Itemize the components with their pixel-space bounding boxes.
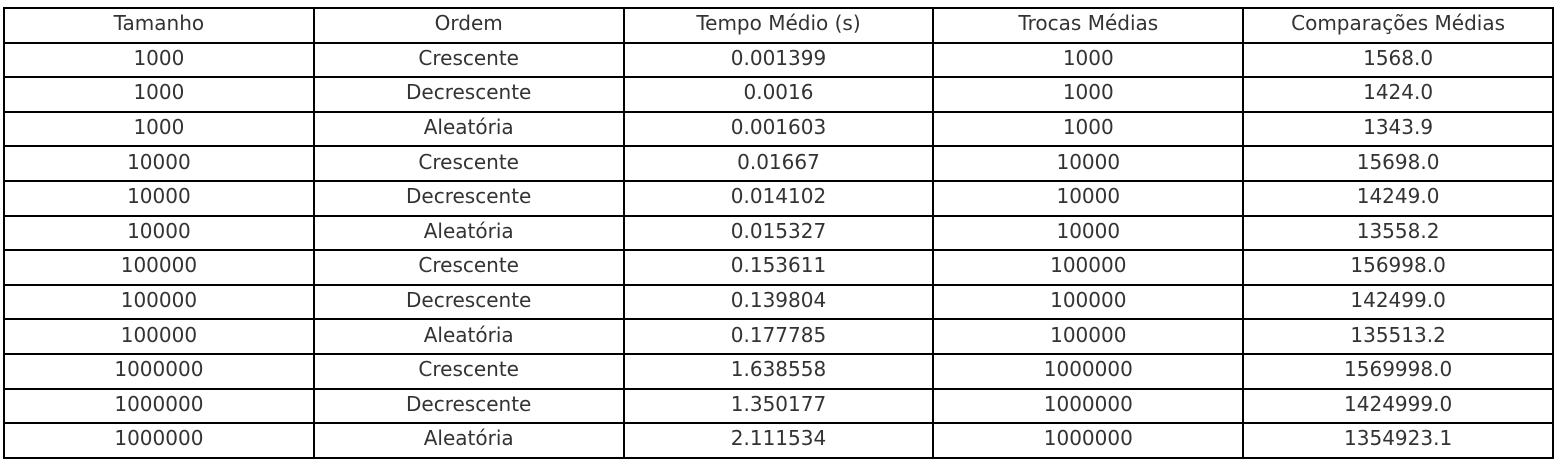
table-cell: 0.015327 (622, 214, 935, 252)
table-cell: 1000 (3, 76, 315, 113)
table-cell: 13558.2 (1242, 214, 1554, 252)
table-cell: 1424999.0 (1242, 387, 1554, 425)
table-cell: 142499.0 (1242, 283, 1554, 321)
table-cell: 100000 (932, 318, 1245, 355)
table-cell: 0.153611 (622, 249, 935, 286)
header-row: Tamanho Ordem Tempo Médio (s) Trocas Médias… (3, 7, 1554, 44)
table-cell: 1000000 (3, 352, 315, 390)
table-cell: 156998.0 (1242, 249, 1554, 286)
table-body: 1000 Crescente 0.001399 1000 1568.0 1000 Decre… (3, 41, 1554, 459)
table-cell: 1000000 (932, 422, 1245, 459)
table-cell: 0.177785 (622, 318, 935, 355)
table-row: 1000 Crescente 0.001399 1000 1568.0 (3, 41, 1554, 79)
table-cell: 1000 (3, 41, 315, 79)
table-cell: Crescente (312, 145, 625, 182)
table-cell: Decrescente (312, 387, 625, 425)
table-cell: Decrescente (312, 179, 625, 217)
table-cell: 100000 (932, 249, 1245, 286)
table-cell: 10000 (3, 214, 315, 252)
table-cell: Aleatória (312, 318, 625, 355)
table-cell: Decrescente (312, 76, 625, 113)
table-cell: 1000 (932, 110, 1245, 148)
table-cell: Crescente (312, 41, 625, 79)
column-header: Tamanho (3, 7, 315, 44)
table-cell: 1000000 (3, 422, 315, 459)
table-row: 1000000 Decrescente 1.350177 1000000 1424999… (3, 387, 1554, 425)
table-cell: Aleatória (312, 422, 625, 459)
table-cell: Crescente (312, 249, 625, 286)
table-cell: 100000 (932, 283, 1245, 321)
table-cell: 1000000 (3, 387, 315, 425)
table-row: 1000 Aleatória 0.001603 1000 1343.9 (3, 110, 1554, 148)
table-cell: 10000 (932, 179, 1245, 217)
table-cell: 0.001399 (622, 41, 935, 79)
table-cell: 0.014102 (622, 179, 935, 217)
table-cell: 100000 (3, 283, 315, 321)
table-cell: 10000 (932, 214, 1245, 252)
table-cell: 135513.2 (1242, 318, 1554, 355)
column-header: Trocas Médias (932, 7, 1245, 44)
table-cell: 2.111534 (622, 422, 935, 459)
table-cell: 10000 (932, 145, 1245, 182)
table-row: 1000000 Crescente 1.638558 1000000 1569998.0 (3, 352, 1554, 390)
column-header: Ordem (312, 7, 625, 44)
table-row: 1000 Decrescente 0.0016 1000 1424.0 (3, 76, 1554, 113)
table-cell: 1568.0 (1242, 41, 1554, 79)
table-cell: 1343.9 (1242, 110, 1554, 148)
table-cell: 15698.0 (1242, 145, 1554, 182)
table-cell: 1424.0 (1242, 76, 1554, 113)
table-cell: Decrescente (312, 283, 625, 321)
table-row: 1000000 Aleatória 2.111534 1000000 1354923.1 (3, 422, 1554, 459)
column-header: Tempo Médio (s) (622, 7, 935, 44)
table-cell: 1354923.1 (1242, 422, 1554, 459)
table-cell: 1569998.0 (1242, 352, 1554, 390)
table-cell: Crescente (312, 352, 625, 390)
table-cell: 10000 (3, 179, 315, 217)
table-cell: Aleatória (312, 214, 625, 252)
results-table: Tamanho Ordem Tempo Médio (s) Trocas Médias… (3, 7, 1554, 459)
table-cell: 0.001603 (622, 110, 935, 148)
table-row: 100000 Aleatória 0.177785 100000 135513.2 (3, 318, 1554, 355)
table-header: Tamanho Ordem Tempo Médio (s) Trocas Médias… (3, 7, 1554, 44)
table-cell: 1000000 (932, 387, 1245, 425)
table-cell: 0.139804 (622, 283, 935, 321)
table-cell: 100000 (3, 318, 315, 355)
table-row: 10000 Aleatória 0.015327 10000 13558.2 (3, 214, 1554, 252)
table-cell: 100000 (3, 249, 315, 286)
table-cell: 14249.0 (1242, 179, 1554, 217)
table-row: 10000 Crescente 0.01667 10000 15698.0 (3, 145, 1554, 182)
table-cell: 1000 (3, 110, 315, 148)
table-row: 100000 Decrescente 0.139804 100000 142499.0 (3, 283, 1554, 321)
table-row: 100000 Crescente 0.153611 100000 156998.0 (3, 249, 1554, 286)
table-cell: Aleatória (312, 110, 625, 148)
table-cell: 0.01667 (622, 145, 935, 182)
table-cell: 1000000 (932, 352, 1245, 390)
table-cell: 10000 (3, 145, 315, 182)
table-cell: 1.350177 (622, 387, 935, 425)
table-cell: 1000 (932, 76, 1245, 113)
table-cell: 1.638558 (622, 352, 935, 390)
column-header: Comparações Médias (1242, 7, 1554, 44)
table-cell: 1000 (932, 41, 1245, 79)
table-cell: 0.0016 (622, 76, 935, 113)
table-row: 10000 Decrescente 0.014102 10000 14249.0 (3, 179, 1554, 217)
